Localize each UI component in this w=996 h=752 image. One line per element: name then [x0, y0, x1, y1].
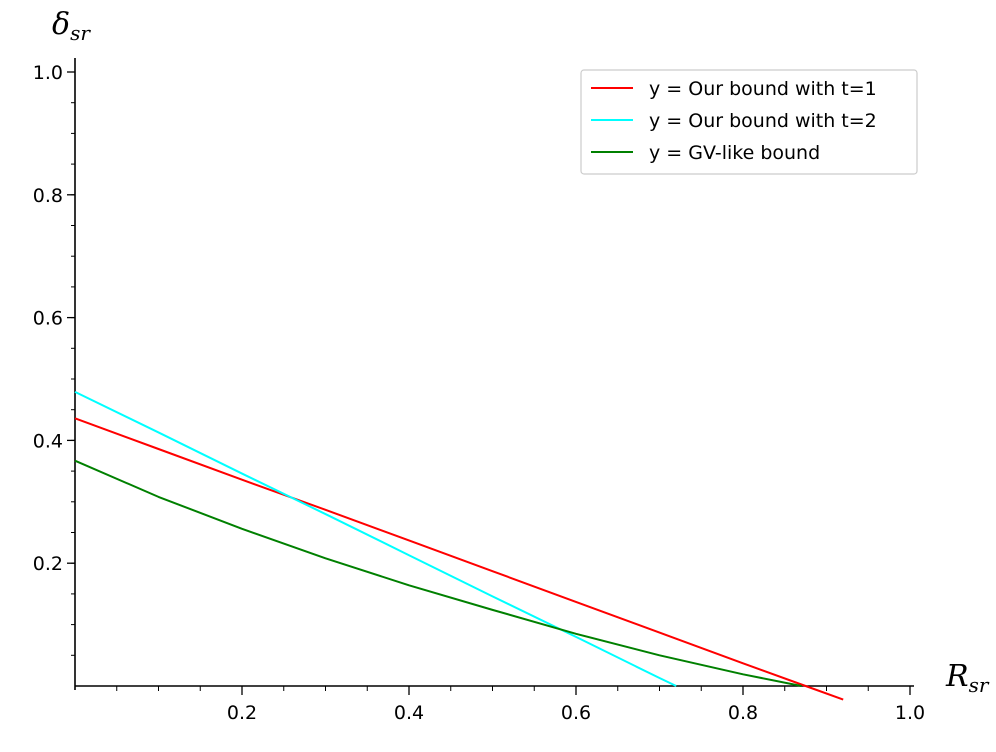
axis-labels: δsr Rsr — [52, 7, 990, 697]
legend-label-1: y = Our bound with t=1 — [649, 78, 877, 100]
x-tick-label: 0.2 — [227, 702, 257, 724]
y-axis-label: δsr — [52, 7, 91, 45]
legend-box — [580, 69, 918, 175]
series-layer — [74, 390, 844, 701]
x-axis-label-sub: sr — [969, 673, 990, 697]
axes-layer: 0.2 0.4 0.6 0.8 1.0 0.2 0.4 0.6 0.8 1.0 — [33, 58, 925, 724]
y-axis-label-main: δ — [52, 7, 70, 42]
x-tick-label: 0.4 — [394, 702, 424, 724]
series-line-3 — [74, 459, 802, 687]
x-axis-label-main: R — [945, 659, 969, 694]
legend-label-2: y = Our bound with t=2 — [649, 110, 877, 132]
y-tick-label: 0.4 — [33, 430, 63, 452]
legend-label-3: y = GV-like bound — [649, 142, 820, 164]
series-line-1 — [74, 417, 844, 701]
y-tick-label: 0.8 — [33, 185, 63, 207]
x-tick-label: 0.6 — [561, 702, 591, 724]
y-tick-label: 1.0 — [33, 62, 63, 84]
series-line-2 — [74, 390, 677, 687]
y-tick-label: 0.6 — [33, 308, 63, 330]
x-tick-label: 1.0 — [895, 702, 925, 724]
x-tick-label: 0.8 — [728, 702, 758, 724]
y-axis-label-sub: sr — [70, 21, 91, 45]
x-axis-label: Rsr — [945, 659, 990, 697]
legend: y = Our bound with t=1 y = Our bound with… — [580, 69, 918, 175]
y-tick-label: 0.2 — [33, 553, 63, 575]
